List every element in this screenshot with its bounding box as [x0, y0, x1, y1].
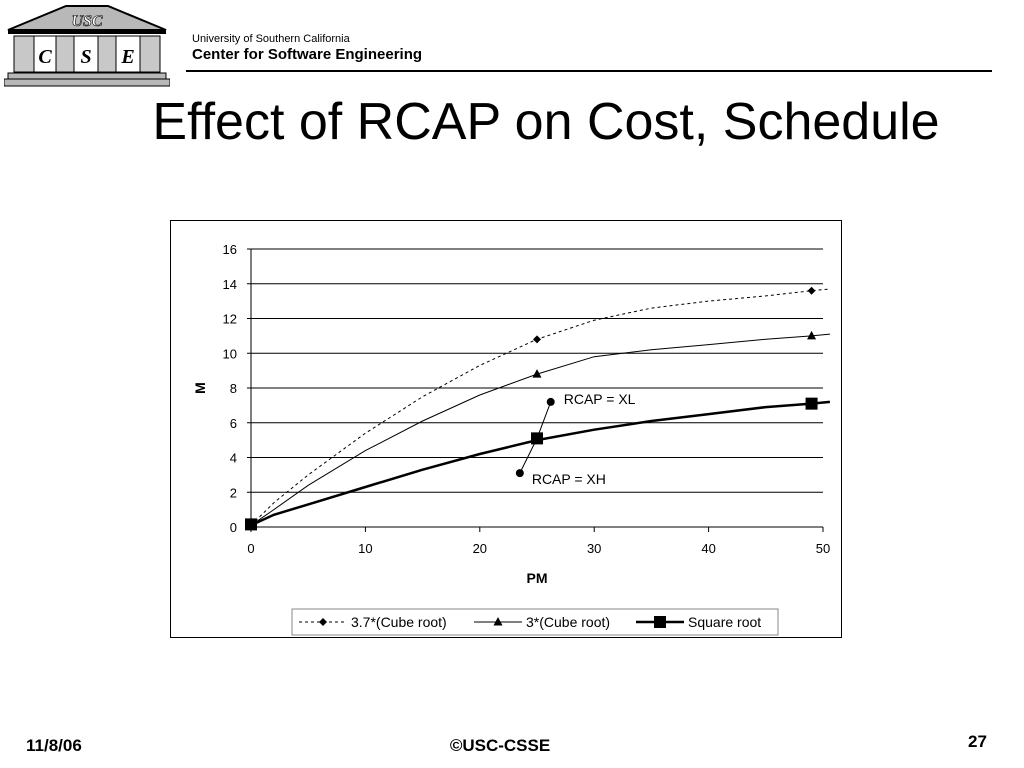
header-rule [186, 70, 992, 72]
legend-swatch-marker [493, 617, 503, 626]
org-header: University of Southern California Center… [192, 33, 422, 63]
svg-text:USC: USC [71, 13, 102, 30]
annotation-leader [519, 438, 538, 474]
x-tick-label: 20 [473, 541, 487, 556]
page-number: 27 [968, 732, 987, 751]
annotation-dot [546, 397, 555, 406]
series-3-marker [245, 518, 257, 531]
series-3-marker [805, 397, 818, 410]
x-tick-label: 10 [358, 541, 372, 556]
footer-copyright: ©USC-CSSE [449, 736, 551, 755]
svg-text:E: E [120, 46, 134, 68]
annotation-label: RCAP = XL [564, 391, 636, 407]
x-tick-label: 0 [247, 541, 254, 556]
y-tick-label: 14 [223, 277, 237, 292]
y-tick-label: 10 [223, 346, 237, 361]
legend-box [291, 608, 779, 636]
x-tick-label: 30 [587, 541, 601, 556]
legend-label: Square root [688, 614, 761, 630]
series-2-marker [532, 369, 542, 378]
svg-text:C: C [38, 46, 52, 68]
series-1-marker [533, 335, 541, 344]
y-tick-label: 8 [230, 381, 237, 396]
x-tick-label: 40 [701, 541, 715, 556]
legend-label: 3.7*(Cube root) [351, 614, 447, 630]
series-1-marker [807, 286, 816, 295]
series-line-3 [250, 400, 831, 527]
footer-date: 11/8/06 [26, 736, 82, 755]
legend-swatch-marker [319, 618, 327, 626]
x-tick-label: 50 [816, 541, 830, 556]
legend-swatch-marker [654, 616, 666, 628]
annotation-leader [536, 401, 552, 439]
series-2-marker [807, 330, 817, 340]
line-chart: 0 2 4 6 8 10 12 14 16 0 10 20 30 40 50 PM M RCAP = XL RCAP… [192, 242, 831, 636]
y-tick-label: 6 [230, 416, 237, 431]
legend-label: 3*(Cube root) [526, 614, 610, 630]
y-tick-label: 16 [223, 242, 237, 257]
y-tick-label: 12 [223, 312, 237, 327]
series-line-1 [250, 288, 830, 526]
center-name: Center for Software Engineering [192, 45, 423, 63]
university-name: University of Southern California [192, 33, 350, 45]
chart-frame: 0 2 4 6 8 10 12 14 16 0 10 20 30 40 50 PM M RCAP = XL RCAP… [170, 220, 842, 638]
y-tick-label: 0 [230, 520, 237, 535]
usc-cse-logo: USC C S E [4, 5, 170, 87]
slide-title: Effect of RCAP on Cost, Schedule [152, 93, 940, 151]
annotation-dot [515, 469, 524, 478]
y-axis-title: M [192, 382, 208, 394]
y-tick-label: 4 [230, 451, 237, 466]
y-tick-label: 2 [230, 485, 237, 500]
x-axis-title: PM [527, 570, 548, 586]
svg-text:S: S [80, 46, 91, 68]
annotation-label: RCAP = XH [532, 471, 606, 487]
